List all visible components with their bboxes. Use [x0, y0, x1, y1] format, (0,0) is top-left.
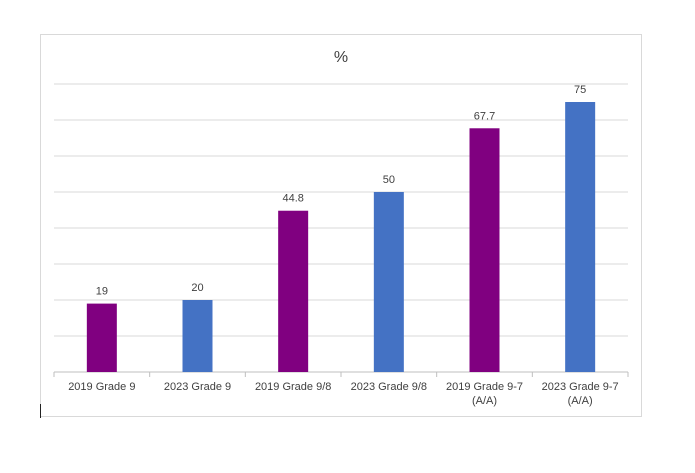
bar — [373, 192, 404, 372]
data-label: 44.8 — [282, 193, 303, 205]
data-label: 75 — [574, 84, 586, 96]
chart-title: % — [334, 49, 348, 66]
bar — [469, 128, 500, 372]
text-cursor — [40, 404, 41, 418]
data-label: 67.7 — [474, 110, 495, 122]
x-tick-labels: 2019 Grade 9 2023 Grade 9 2019 Grade 9/8 20… — [68, 381, 619, 407]
x-tick-label: 2023 Grade 9 — [164, 381, 231, 393]
data-label: 50 — [383, 174, 395, 186]
chart-frame — [40, 34, 642, 417]
x-tick-label: 2019 Grade 9 — [68, 381, 135, 393]
bar — [565, 102, 596, 372]
x-tick-label: (A/A) — [568, 395, 593, 407]
bar — [86, 303, 117, 372]
data-label: 19 — [96, 286, 108, 298]
x-tick-label: 2019 Grade 9/8 — [255, 381, 331, 393]
data-labels: 19 20 44.8 50 67.7 75 — [96, 84, 587, 298]
bar — [278, 210, 309, 372]
x-tick-label: (A/A) — [472, 395, 497, 407]
x-tick-label: 2023 Grade 9/8 — [351, 381, 427, 393]
x-tick-label: 2019 Grade 9-7 — [446, 381, 523, 393]
x-tick-label: 2023 Grade 9-7 — [542, 381, 619, 393]
data-label: 20 — [191, 282, 203, 294]
bars — [86, 102, 596, 372]
gridlines — [53, 83, 629, 377]
bar — [182, 300, 213, 372]
